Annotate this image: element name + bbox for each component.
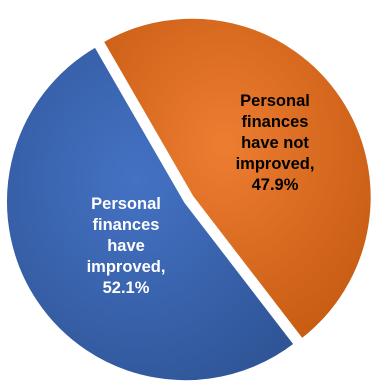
slice-label-line: improved,	[236, 155, 315, 173]
slice-label-line: Personal	[240, 92, 310, 110]
slice-label: Personal finances have improved, 52.1%	[87, 195, 166, 297]
slice-label-line: have not	[241, 134, 309, 152]
pie-slices	[4, 15, 374, 384]
slice-label: Personal finances have not improved, 47.9%	[236, 92, 315, 194]
slice-label-line: finances	[93, 216, 160, 234]
pie-slice	[100, 15, 374, 343]
pie-labels: Personal finances have not improved, 47.9%Pe…	[87, 92, 315, 297]
slice-label-line: 52.1%	[103, 279, 150, 297]
slice-label-line: have	[107, 237, 145, 255]
pie-slice	[4, 43, 298, 384]
slice-label-line: Personal	[91, 195, 161, 213]
slice-label-line: 47.9%	[252, 176, 299, 194]
slice-label-line: improved,	[87, 258, 166, 276]
slice-label-line: finances	[242, 113, 309, 131]
